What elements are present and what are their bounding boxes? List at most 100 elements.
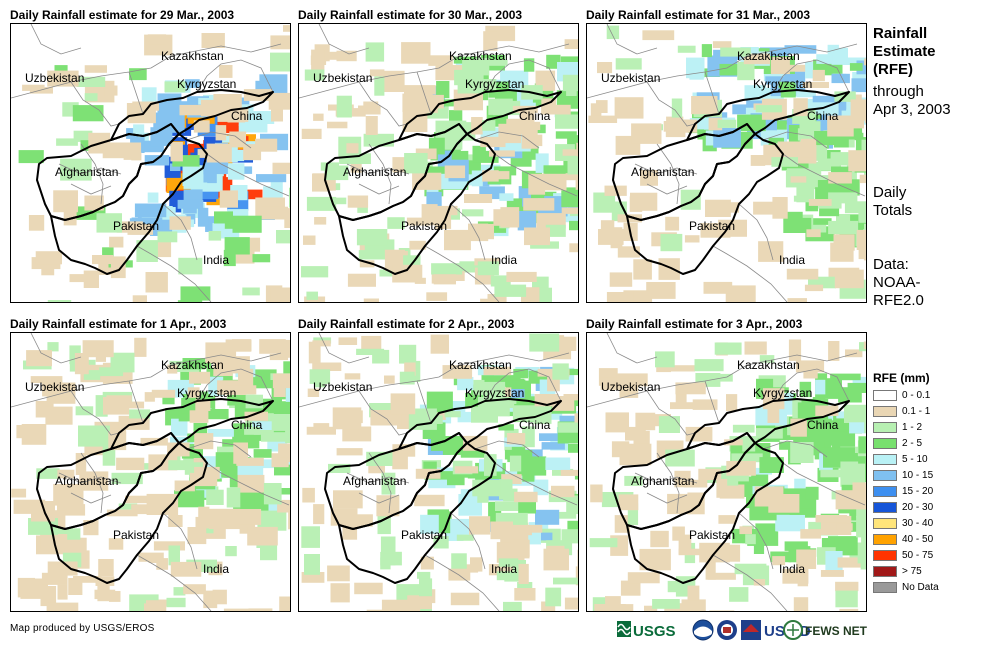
legend-item: 30 - 40 (873, 517, 983, 531)
rainfall-cell (793, 597, 809, 611)
country-label-kyrgyzstan: Kyrgyzstan (753, 77, 812, 91)
rainfall-cell (744, 341, 767, 355)
rainfall-cell (356, 229, 388, 246)
pakistan-border (338, 442, 496, 584)
kyrgyzstan-border (686, 398, 850, 450)
side-through: through Apr 3, 2003 (873, 83, 951, 118)
rainfall-cell (687, 585, 700, 601)
rainfall-cell (812, 95, 845, 103)
rainfall-cell (490, 375, 521, 387)
rainfall-cell (605, 412, 629, 433)
admin-boundary (11, 352, 282, 408)
rainfall-cell (169, 216, 191, 230)
rainfall-cell (750, 155, 766, 166)
rainfall-cell (336, 448, 363, 456)
legend-swatch (873, 518, 897, 529)
rainfall-cell (451, 553, 467, 570)
admin-boundary (646, 390, 696, 436)
country-label-uzbekistan: Uzbekistan (25, 71, 84, 85)
rainfall-map: Kazakhstan Uzbekistan Kyrgyzstan China Afgha… (10, 332, 291, 612)
rainfall-cell (339, 153, 371, 164)
agency-logos: USGS USAID FEWS NET (617, 618, 868, 644)
rainfall-cell (272, 373, 290, 389)
rainfall-cell (240, 385, 257, 395)
rainfall-cell (667, 580, 689, 593)
rainfall-cell (35, 251, 62, 265)
panel-title: Daily Rainfall estimate for 2 Apr., 2003 (298, 317, 515, 331)
rainfall-cell (263, 483, 282, 505)
country-label-india: India (491, 562, 517, 576)
rainfall-cell (69, 274, 88, 283)
rainfall-cell (717, 119, 737, 128)
legend-label: 15 - 20 (902, 486, 934, 497)
rainfall-cell (314, 217, 327, 225)
rainfall-cell (450, 518, 475, 535)
admin-boundary (70, 81, 120, 127)
rainfall-cell (569, 243, 578, 253)
admin-boundary (424, 554, 500, 611)
rainfall-cell (406, 217, 431, 226)
rainfall-cell (144, 603, 167, 611)
rainfall-cell (569, 220, 578, 231)
rainfall-cell (62, 537, 87, 554)
rainfall-cell (775, 514, 805, 532)
rainfall-cell (363, 101, 379, 111)
rainfall-cell (303, 235, 316, 245)
rainfall-cell (312, 173, 328, 192)
admin-boundary (58, 143, 122, 205)
rainfall-cell (863, 341, 866, 349)
rainfall-cell (483, 31, 498, 51)
rainfall-cell (448, 568, 471, 581)
rainfall-cell (197, 207, 209, 227)
rainfall-cell (844, 404, 866, 423)
rainfall-cell (409, 240, 426, 250)
admin-boundary (424, 245, 500, 302)
admin-boundary (70, 390, 120, 436)
rainfall-cell (94, 421, 122, 429)
country-label-afghanistan: Afghanistan (55, 165, 118, 179)
admin-boundary (196, 59, 274, 93)
rainfall-cell (859, 342, 866, 352)
rainfall-cell (223, 608, 255, 611)
admin-boundary (587, 352, 858, 408)
rainfall-cell (276, 339, 290, 358)
rainfall-cell (815, 405, 839, 416)
rainfall-cell (428, 55, 453, 66)
rainfall-cell (384, 375, 395, 384)
rainfall-cell (110, 256, 126, 279)
rainfall-cell (793, 195, 809, 202)
rainfall-cell (511, 539, 530, 557)
rainfall-cell (831, 47, 848, 65)
legend-swatch (873, 582, 897, 593)
rainfall-cell (625, 426, 646, 441)
admin-boundary (346, 452, 410, 514)
legend-item: 15 - 20 (873, 485, 983, 499)
rainfall-cell (222, 135, 236, 143)
rainfall-cell (861, 139, 866, 156)
rainfall-cell (691, 96, 718, 115)
country-label-china: China (231, 109, 263, 123)
rainfall-cell (167, 364, 178, 374)
panel-title: Daily Rainfall estimate for 29 Mar., 200… (10, 8, 235, 22)
rainfall-cell (558, 422, 578, 433)
admin-boundary (712, 554, 788, 611)
country-label-india: India (779, 562, 805, 576)
rainfall-cell (564, 39, 578, 49)
rainfall-cell (802, 82, 829, 88)
legend-item: 0.1 - 1 (873, 405, 983, 419)
rainfall-cell (179, 104, 210, 116)
rainfall-cell (819, 204, 840, 217)
rainfall-cell (132, 140, 164, 153)
legend-label: No Data (902, 582, 939, 593)
country-label-uzbekistan: Uzbekistan (601, 380, 660, 394)
country-label-kazakhstan: Kazakhstan (161, 358, 224, 372)
rainfall-cell (541, 442, 565, 450)
rainfall-cell (552, 396, 575, 411)
rainfall-cell (790, 442, 814, 463)
rainfall-cell (633, 259, 652, 280)
rainfall-cell (327, 121, 348, 129)
rainfall-cell (503, 601, 522, 611)
rainfall-cell (812, 69, 825, 82)
rainfall-cell (442, 365, 473, 379)
rainfall-cell (775, 211, 803, 219)
